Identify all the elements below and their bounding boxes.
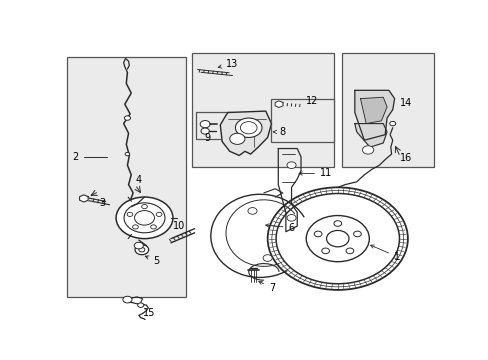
Polygon shape <box>354 123 386 147</box>
Circle shape <box>346 248 353 254</box>
Circle shape <box>150 225 156 229</box>
Circle shape <box>240 122 257 134</box>
Circle shape <box>139 247 144 252</box>
Polygon shape <box>360 97 386 123</box>
Circle shape <box>124 116 130 120</box>
Bar <box>67 57 186 297</box>
Text: 15: 15 <box>142 309 155 319</box>
Polygon shape <box>80 195 88 202</box>
Circle shape <box>314 231 321 237</box>
Text: 4: 4 <box>136 175 142 185</box>
Circle shape <box>135 245 148 255</box>
Circle shape <box>276 193 399 284</box>
Text: 6: 6 <box>265 222 294 233</box>
Circle shape <box>263 255 272 261</box>
Circle shape <box>200 121 210 128</box>
Text: 1: 1 <box>370 245 399 262</box>
Circle shape <box>353 231 361 237</box>
Circle shape <box>134 211 154 225</box>
Text: 9: 9 <box>203 133 210 143</box>
Circle shape <box>134 242 143 249</box>
Circle shape <box>333 221 341 226</box>
Text: 2: 2 <box>72 152 79 162</box>
Text: 10: 10 <box>173 221 185 231</box>
Circle shape <box>286 215 296 221</box>
Circle shape <box>127 212 132 216</box>
Text: 8: 8 <box>273 127 285 137</box>
Circle shape <box>132 225 138 229</box>
Circle shape <box>201 128 209 134</box>
Text: 12: 12 <box>305 96 317 107</box>
Circle shape <box>267 187 407 290</box>
Circle shape <box>286 162 296 168</box>
Text: 16: 16 <box>400 153 412 163</box>
Circle shape <box>142 204 147 209</box>
Circle shape <box>156 212 162 216</box>
Text: 11: 11 <box>299 168 331 179</box>
Circle shape <box>122 296 132 303</box>
Polygon shape <box>275 101 283 108</box>
Circle shape <box>116 197 173 239</box>
Circle shape <box>247 208 257 214</box>
Circle shape <box>125 152 129 156</box>
Circle shape <box>229 133 244 144</box>
Bar <box>195 112 231 139</box>
Circle shape <box>326 230 348 247</box>
Circle shape <box>321 248 329 254</box>
Text: 7: 7 <box>258 281 274 293</box>
Circle shape <box>389 121 395 126</box>
Bar <box>271 99 333 141</box>
Bar <box>341 53 433 167</box>
Bar <box>191 53 333 167</box>
Circle shape <box>305 216 368 262</box>
Circle shape <box>124 203 164 233</box>
Circle shape <box>271 190 403 287</box>
Circle shape <box>362 146 373 154</box>
Polygon shape <box>354 90 394 140</box>
Text: 13: 13 <box>218 59 238 69</box>
Polygon shape <box>220 111 271 156</box>
Text: 5: 5 <box>145 256 159 266</box>
Circle shape <box>138 303 143 307</box>
Text: 3: 3 <box>99 198 105 208</box>
Circle shape <box>235 118 262 138</box>
Text: 14: 14 <box>400 98 412 108</box>
